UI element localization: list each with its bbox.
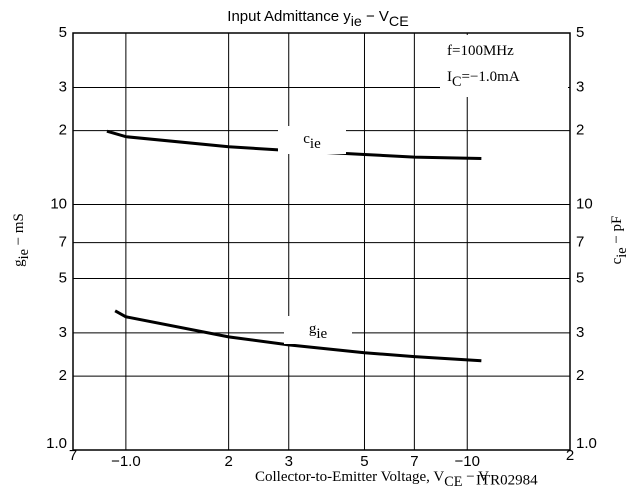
y-tick-label: 5 <box>59 24 67 41</box>
y-axis-label-part: − mS <box>11 213 27 249</box>
y2-tick-label: 3 <box>576 78 584 95</box>
series-line <box>114 309 482 363</box>
x-tick-label: 5 <box>360 453 368 470</box>
figure-code: ITR02984 <box>476 472 538 488</box>
y2-tick-label: 3 <box>576 324 584 341</box>
chart-title-part: CE <box>389 14 409 30</box>
x-axis-label: Collector-to-Emitter Voltage, VCE − V <box>255 469 489 490</box>
y2-axis-label-part: c <box>609 257 625 264</box>
y2-axis-label-part: − pF <box>609 216 625 248</box>
annotation-part: =−1.0mA <box>462 69 520 85</box>
y-tick-label: 7 <box>59 234 67 251</box>
y2-tick-label: 7 <box>576 234 584 251</box>
x-axis-label-part: Collector-to-Emitter Voltage, V <box>255 469 444 485</box>
x-tick-label: 3 <box>285 453 293 470</box>
y-axis-label: gie − mS <box>11 213 32 267</box>
x-tick-label: 7 <box>69 447 77 464</box>
annotation-part: f=100MHz <box>447 43 514 59</box>
y2-axis-label: cie − pF <box>609 216 630 265</box>
x-tick-label: 2 <box>566 447 574 464</box>
chart-title: Input Admittance yie − VCE <box>227 8 408 30</box>
y-tick-label: 2 <box>59 367 67 384</box>
y2-tick-label: 2 <box>576 367 584 384</box>
y-tick-label: 5 <box>59 269 67 286</box>
y-axis-label-part: ie <box>16 249 32 259</box>
chart-title-part: Input Admittance y <box>227 8 351 25</box>
y2-tick-label: 1.0 <box>576 435 597 452</box>
annotation-part: C <box>452 74 462 90</box>
y2-tick-label: 5 <box>576 24 584 41</box>
series-label: gie <box>309 321 328 342</box>
x-tick-label: 2 <box>224 453 232 470</box>
series-label-bg <box>278 126 346 154</box>
annotation: IC=−1.0mA <box>447 69 520 90</box>
annotation-part: I <box>447 69 452 85</box>
chart-title-part: ie <box>351 14 362 30</box>
y-tick-label: 10 <box>50 196 67 213</box>
y-tick-label: 2 <box>59 122 67 139</box>
y-tick-label: 1.0 <box>46 435 67 452</box>
x-tick-label: 7 <box>410 453 418 470</box>
y-tick-label: 3 <box>59 78 67 95</box>
plot-frame <box>72 32 571 451</box>
annotation: f=100MHz <box>447 43 514 59</box>
y-tick-label: 3 <box>59 324 67 341</box>
series-label-bg <box>284 316 352 344</box>
x-axis-label-part: − V <box>462 469 489 485</box>
x-tick-label: −10 <box>455 453 480 470</box>
series-label: cie <box>303 131 321 152</box>
annotation-box <box>440 35 568 97</box>
y2-tick-label: 10 <box>576 196 593 213</box>
y-axis-label-part: g <box>11 259 27 267</box>
chart-title-part: − V <box>362 8 389 25</box>
y2-axis-label-part: ie <box>614 247 630 257</box>
x-axis-label-part: CE <box>444 474 462 490</box>
y2-tick-label: 2 <box>576 122 584 139</box>
y2-tick-label: 5 <box>576 269 584 286</box>
x-tick-label: −1.0 <box>111 453 141 470</box>
